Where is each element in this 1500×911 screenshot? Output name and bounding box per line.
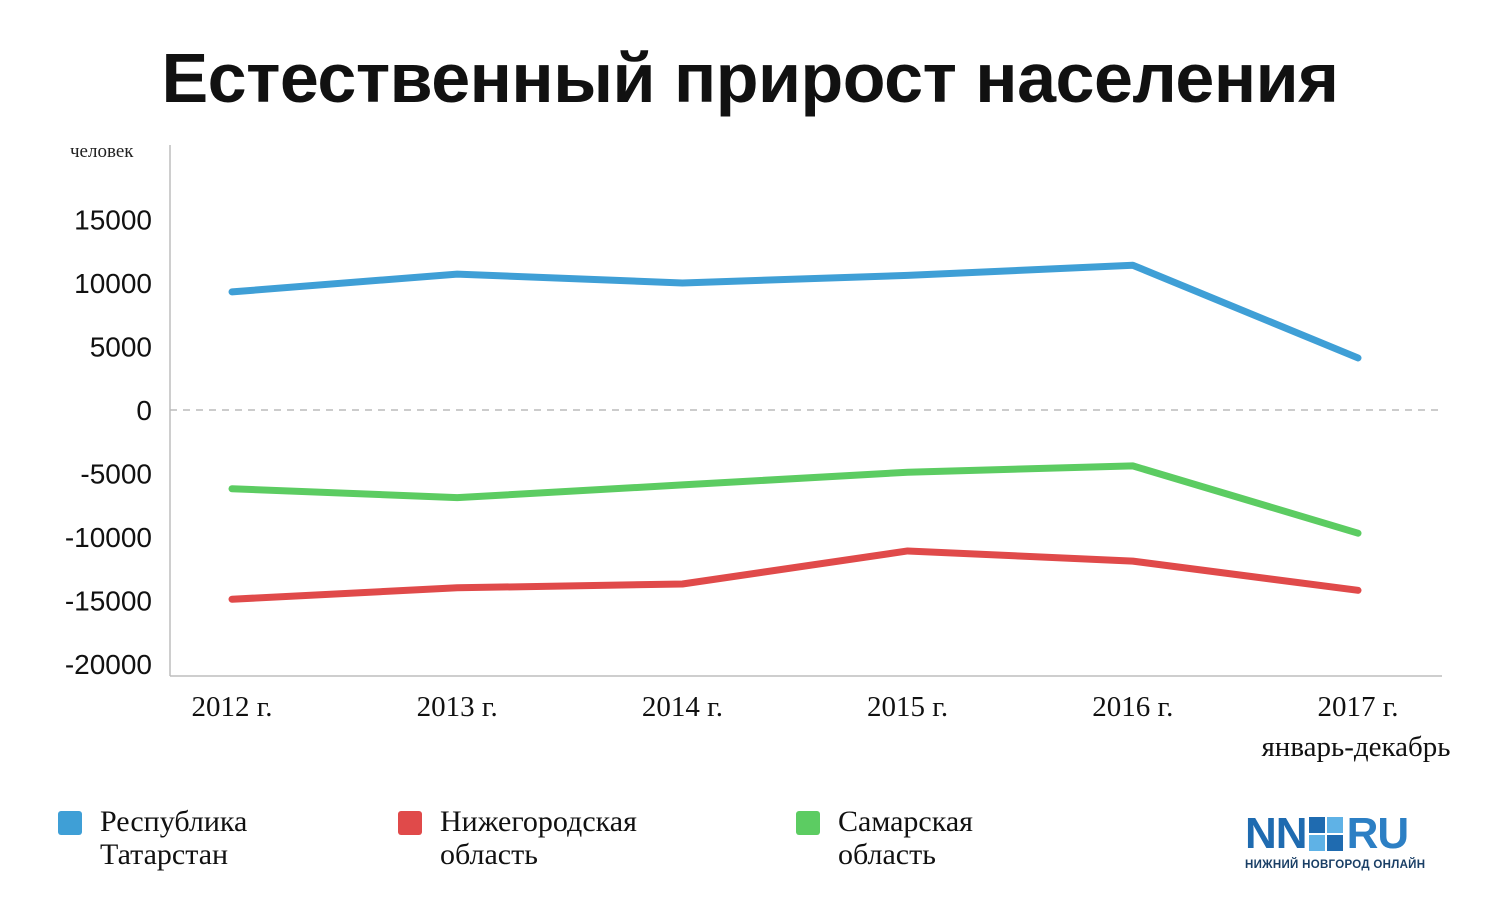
chart-title: Естественный прирост населения bbox=[161, 39, 1339, 117]
y-axis-unit-label: человек bbox=[70, 141, 134, 162]
legend-swatch-tatarstan bbox=[58, 811, 82, 835]
legend-label-line1: Нижегородская bbox=[440, 805, 637, 838]
axes bbox=[169, 145, 1442, 677]
x-tick-label: 2014 г. bbox=[642, 691, 723, 723]
legend-label-line1: Республика bbox=[100, 805, 248, 838]
x-tick-sublabel: январь-декабрь bbox=[1261, 731, 1450, 763]
y-tick-label: 5000 bbox=[90, 332, 152, 363]
series-line-2 bbox=[228, 462, 1362, 537]
x-tick-label: 2013 г. bbox=[417, 691, 498, 723]
y-tick-label: -10000 bbox=[65, 522, 152, 553]
x-tick-labels: 2012 г. 2013 г. 2014 г. 2015 г. 2016 г. 2017 … bbox=[191, 691, 1450, 763]
y-tick-label: 15000 bbox=[74, 205, 152, 236]
legend-label-line2: область bbox=[440, 838, 538, 871]
logo-text-ru: RU bbox=[1346, 809, 1410, 858]
x-tick-label: 2012 г. bbox=[191, 691, 272, 723]
logo-text-nn: NN bbox=[1245, 809, 1308, 858]
x-tick-label: 2017 г. bbox=[1317, 691, 1398, 723]
y-tick-label: 10000 bbox=[74, 268, 152, 299]
legend-label-line2: область bbox=[838, 838, 936, 871]
series-line-0 bbox=[228, 261, 1362, 362]
legend-item-tatarstan: Республика Татарстан bbox=[58, 805, 360, 871]
nn-ru-logo: NN RU НИЖНИЙ НОВГОРОД ОНЛАЙН bbox=[1245, 812, 1445, 872]
series-line-1 bbox=[228, 547, 1362, 603]
logo-square-icon bbox=[1308, 817, 1343, 851]
x-tick-label: 2016 г. bbox=[1092, 691, 1173, 723]
legend-label-line2: Татарстан bbox=[100, 838, 229, 871]
y-tick-label: -5000 bbox=[80, 459, 152, 490]
x-tick-label: 2015 г. bbox=[867, 691, 948, 723]
y-tick-label: -20000 bbox=[65, 649, 152, 680]
y-tick-label: 0 bbox=[136, 395, 152, 426]
legend-swatch-nizhny-novgorod bbox=[398, 811, 422, 835]
y-tick-label: -15000 bbox=[65, 586, 152, 617]
legend-item-samara: Самарская область bbox=[796, 805, 1098, 871]
series-lines bbox=[228, 261, 1362, 603]
legend-label-line1: Самарская bbox=[838, 805, 973, 838]
y-tick-labels: 15000 10000 5000 0 -5000 -10000 -15000 -20000 bbox=[65, 205, 152, 681]
legend-item-nizhny-novgorod: Нижегородская область bbox=[398, 805, 700, 871]
legend-swatch-samara bbox=[796, 811, 820, 835]
logo-tagline: НИЖНИЙ НОВГОРОД ОНЛАЙН bbox=[1245, 859, 1426, 871]
